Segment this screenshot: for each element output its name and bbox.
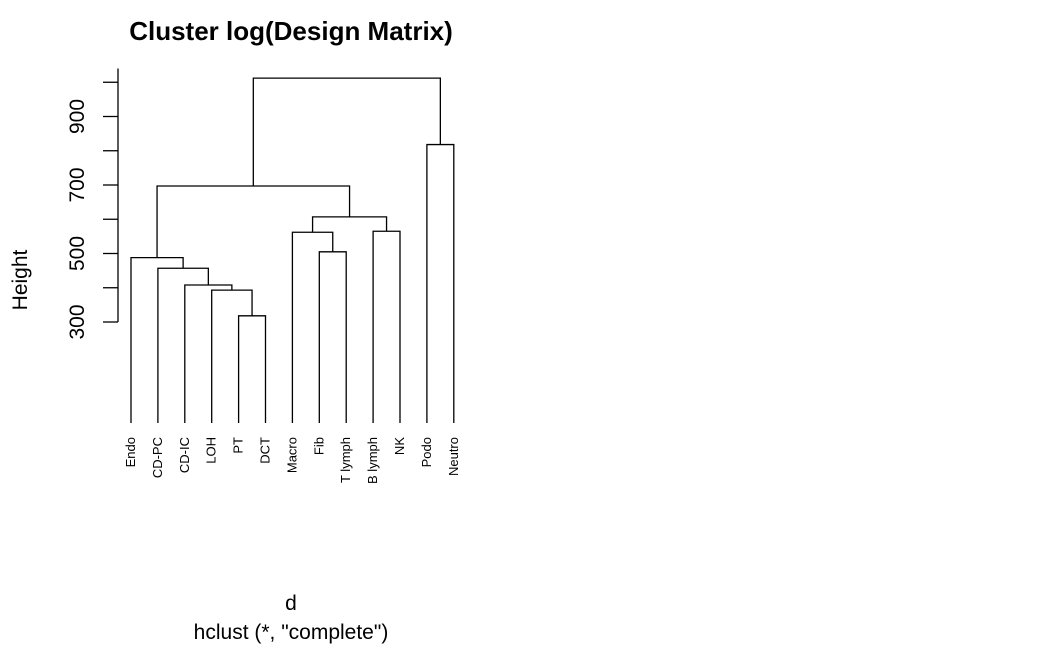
y-tick-label: 900 [66,99,89,134]
merge-branch [311,216,388,233]
y-tick-label: 700 [66,167,89,202]
merge-branch [156,185,351,258]
leaf-label: NK [392,437,407,455]
leaf-label: B lymph [365,437,380,484]
chart-title: Cluster log(Design Matrix) [129,16,453,46]
leaf-label: PT [231,437,246,454]
leaf-label: Neutro [446,437,461,476]
leaf-label: Fib [311,437,326,455]
sub-label: hclust (*, "complete") [194,621,389,644]
x-axis-label: d [285,592,297,615]
y-axis-label: Height [9,249,32,310]
leaf-label: T lymph [338,437,353,483]
merge-branch [237,315,267,424]
leaf-label: Podo [419,437,434,467]
merge-branch [252,77,441,187]
leaf-label: CD-PC [150,437,165,478]
merge-branch [291,231,334,424]
leaf-labels: Endo CD-PC CD-IC LOH PT DCT Macro Fib T lymph B l… [123,437,461,484]
merge-branch [184,284,233,424]
leaf-label: LOH [204,437,219,464]
merge-branch [318,251,347,424]
merge-branch [157,267,209,424]
leaf-label: Endo [123,437,138,467]
merge-branch [426,143,455,424]
leaf-label: DCT [258,437,273,464]
y-axis: 300 500 700 900 [66,68,119,340]
leaf-label: Macro [284,437,299,473]
merge-branch [211,289,253,424]
merge-branch [130,256,184,424]
dendrogram-tree [130,77,455,424]
leaf-label: CD-IC [177,437,192,473]
y-tick-label: 500 [66,236,89,271]
merge-branch [372,230,401,424]
y-tick-label: 300 [66,304,89,339]
